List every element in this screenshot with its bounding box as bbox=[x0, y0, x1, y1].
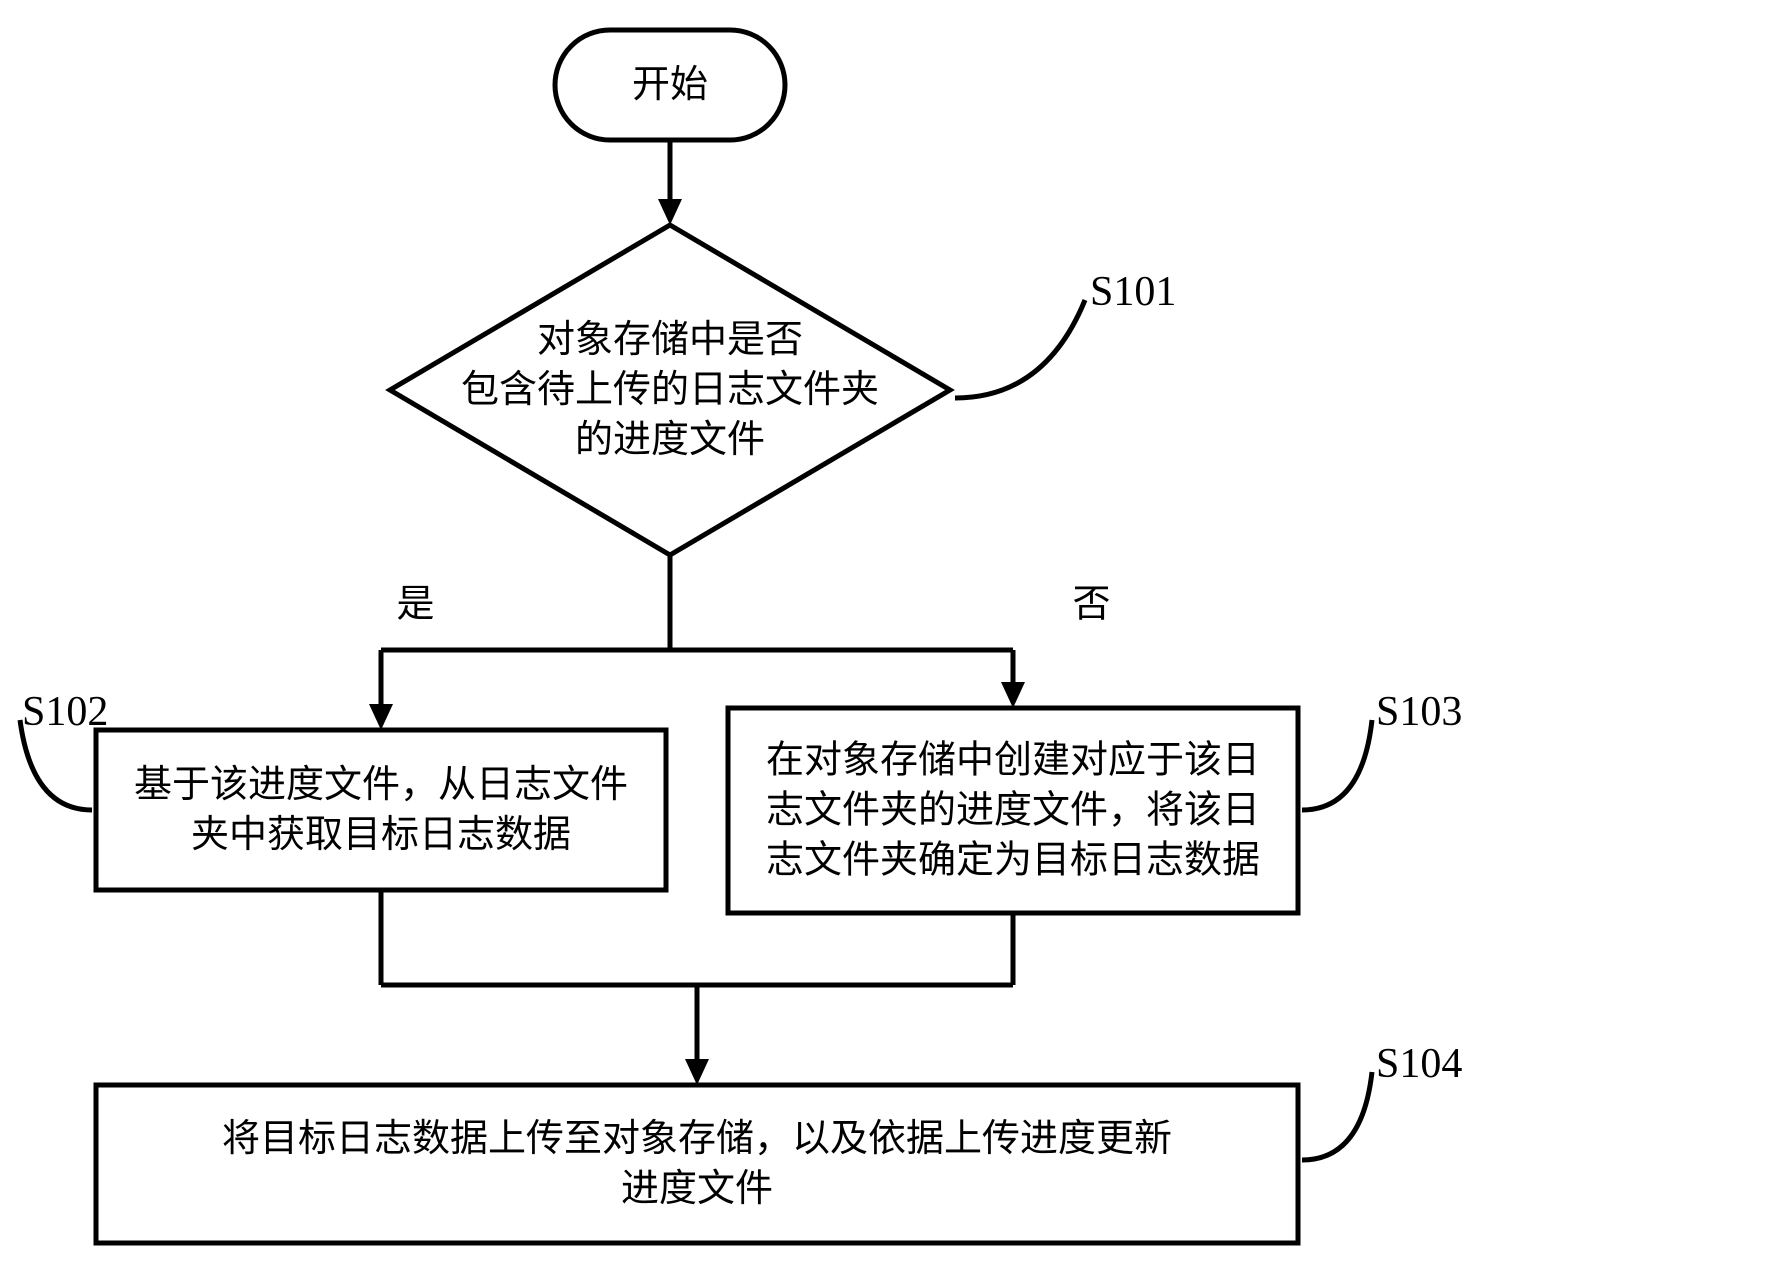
svg-text:在对象存储中创建对应于该日: 在对象存储中创建对应于该日 bbox=[766, 740, 1260, 782]
branch-label-no: 否 bbox=[1072, 584, 1110, 626]
start-label: 开始 bbox=[632, 64, 708, 106]
step-s104-box bbox=[96, 1085, 1298, 1243]
step-label-s101: S101 bbox=[1090, 269, 1176, 315]
svg-text:的进度文件: 的进度文件 bbox=[575, 419, 765, 461]
svg-text:志文件夹确定为目标日志数据: 志文件夹确定为目标日志数据 bbox=[766, 840, 1260, 882]
svg-text:进度文件: 进度文件 bbox=[621, 1168, 773, 1210]
step-label-s102: S102 bbox=[22, 689, 108, 735]
leader-s101 bbox=[955, 300, 1085, 398]
svg-text:志文件夹的进度文件，将该日: 志文件夹的进度文件，将该日 bbox=[766, 790, 1260, 832]
branch-label-yes: 是 bbox=[396, 584, 434, 626]
svg-text:将目标日志数据上传至对象存储，以及依据上传进度更新: 将目标日志数据上传至对象存储，以及依据上传进度更新 bbox=[222, 1118, 1172, 1160]
svg-text:夹中获取目标日志数据: 夹中获取目标日志数据 bbox=[191, 814, 571, 856]
leader-s104 bbox=[1302, 1072, 1372, 1160]
leader-s103 bbox=[1302, 720, 1372, 810]
svg-text:对象存储中是否: 对象存储中是否 bbox=[537, 319, 803, 361]
step-s103-text: 在对象存储中创建对应于该日志文件夹的进度文件，将该日志文件夹确定为目标日志数据 bbox=[766, 740, 1260, 882]
step-label-s104: S104 bbox=[1376, 1041, 1462, 1087]
step-label-s103: S103 bbox=[1376, 689, 1462, 735]
svg-text:基于该进度文件，从日志文件: 基于该进度文件，从日志文件 bbox=[134, 764, 628, 806]
step-s102-box bbox=[96, 730, 666, 890]
svg-text:包含待上传的日志文件夹: 包含待上传的日志文件夹 bbox=[461, 369, 879, 411]
